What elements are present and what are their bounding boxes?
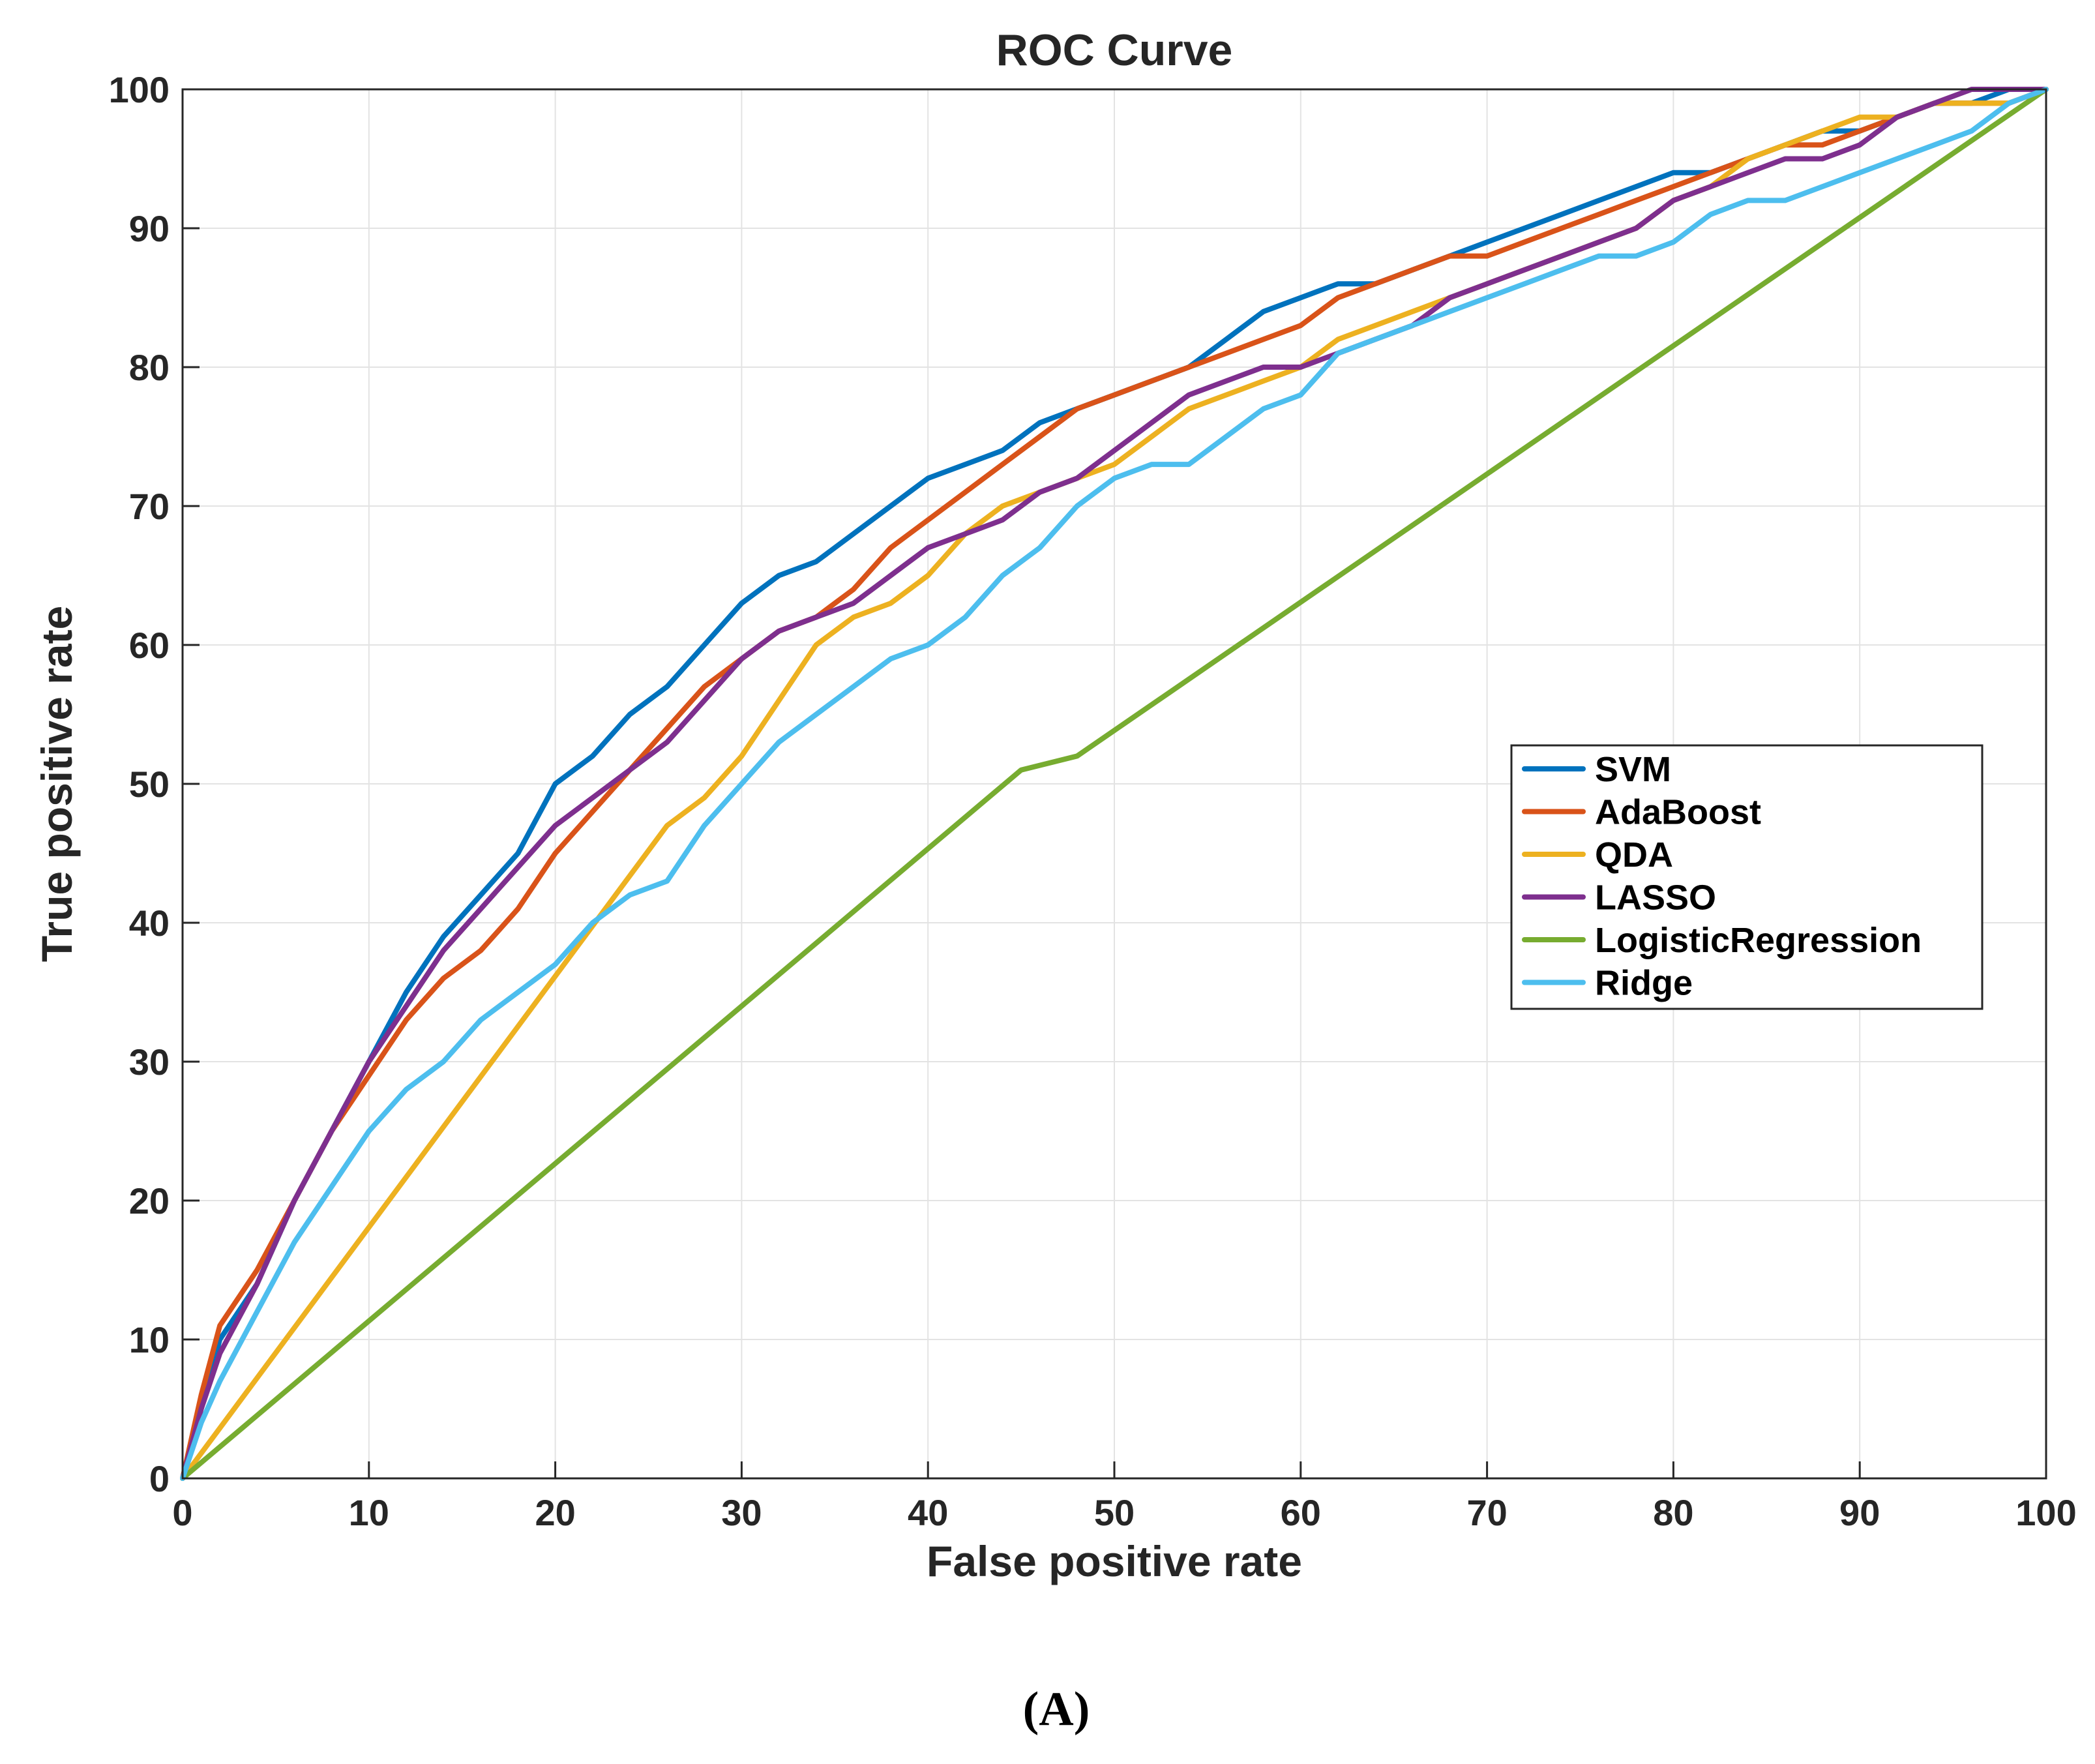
y-tick-label: 80 <box>129 347 170 388</box>
y-tick-label: 60 <box>129 625 170 666</box>
x-tick-label: 50 <box>1094 1492 1135 1533</box>
series-line-lasso <box>180 87 2049 1481</box>
series-line-qda <box>180 87 2049 1481</box>
legend-label-logisticregression: LogisticRegression <box>1595 921 1922 960</box>
x-tick-label: 0 <box>172 1492 192 1533</box>
legend-label-adaboost: AdaBoost <box>1595 793 1761 832</box>
x-tick-label: 20 <box>535 1492 575 1533</box>
y-tick-label: 10 <box>129 1319 170 1360</box>
legend-label-lasso: LASSO <box>1595 878 1716 918</box>
x-tick-label: 100 <box>2015 1492 2076 1533</box>
series-lines <box>180 87 2049 1481</box>
legend-label-qda: QDA <box>1595 835 1673 875</box>
y-tick-label: 90 <box>129 208 170 249</box>
y-tick-label: 30 <box>129 1041 170 1083</box>
x-tick-label: 10 <box>349 1492 389 1533</box>
x-axis-label: False positive rate <box>927 1537 1302 1585</box>
y-tick-label: 20 <box>129 1180 170 1221</box>
series-line-adaboost <box>180 87 2049 1481</box>
x-tick-label: 80 <box>1653 1492 1693 1533</box>
y-tick-label: 100 <box>109 69 170 110</box>
x-tick-label: 70 <box>1466 1492 1507 1533</box>
x-tick-label: 90 <box>1839 1492 1880 1533</box>
x-tick-label: 40 <box>908 1492 948 1533</box>
series-line-logisticregression <box>180 87 2049 1481</box>
y-tick-label: 50 <box>129 764 170 805</box>
panel-label: (A) <box>1023 1682 1090 1736</box>
y-tick-label: 40 <box>129 903 170 944</box>
y-tick-label: 0 <box>149 1458 170 1499</box>
y-axis-label: True positive rate <box>33 606 81 963</box>
legend-label-ridge: Ridge <box>1595 964 1693 1003</box>
y-tick-label: 70 <box>129 486 170 527</box>
x-tick-label: 60 <box>1281 1492 1321 1533</box>
x-tick-label: 30 <box>721 1492 762 1533</box>
legend-box <box>1510 744 1984 1010</box>
series-line-ridge <box>180 87 2049 1481</box>
axis-ticks: 0 10 20 30 40 50 60 70 80 90 100 0 10 20 30 40 50 60 70 80 9… <box>109 69 2077 1533</box>
legend-label-svm: SVM <box>1595 750 1671 789</box>
chart-title: ROC Curve <box>996 25 1233 75</box>
